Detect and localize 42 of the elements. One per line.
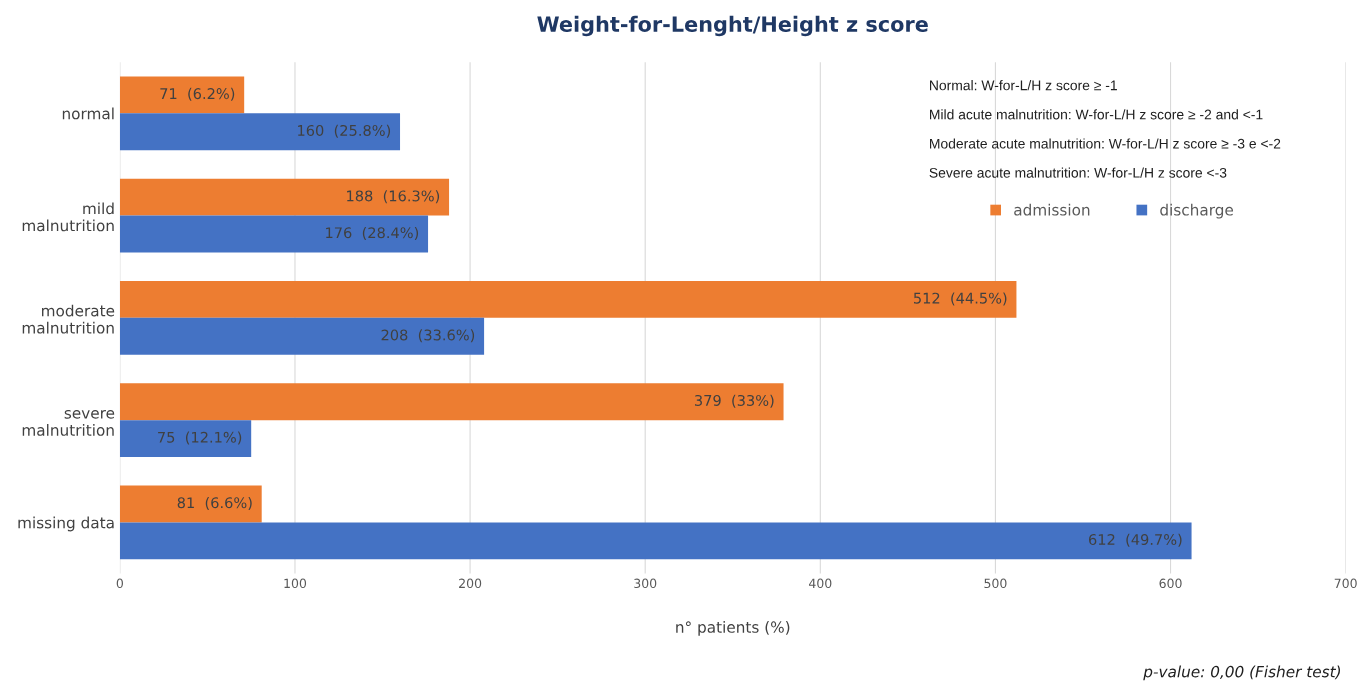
data-label: 379 (33%) [695,394,774,408]
bar [119,485,262,523]
chart-title: Weight-for-Lenght/Height z score [537,15,928,37]
data-label: 512 (44.5%) [914,292,1007,306]
x-axis-title: n° patients (%) [676,621,790,636]
y-tick-label: moderate malnutrition [22,304,115,334]
x-tick-label: 0 [116,578,123,589]
y-tick-label: missing data [18,516,114,532]
bar [119,281,1017,318]
bar [119,420,252,457]
legend-label: admission [1014,203,1090,216]
bar [119,522,1192,560]
bar [119,178,450,216]
x-tick-label: 200 [459,578,482,589]
bar [119,383,784,421]
x-tick-label: 400 [808,578,832,589]
bar [119,76,245,114]
x-tick-label: 300 [634,578,657,589]
data-label: 160 (25.8%) [298,124,391,138]
data-label: 188 (16.3%) [347,190,440,204]
data-label: 208 (33.6%) [381,329,475,343]
bar [119,113,401,151]
x-tick-label: 600 [1159,578,1182,589]
text: p-value: 0,00 (Fisher test) [1143,665,1341,681]
bar [119,317,485,355]
data-label: 81 (6.6%) [177,496,252,510]
data-label: 612 (49.7%) [1089,533,1182,547]
legend-label: discharge [1160,203,1234,219]
data-label: 71 (6.2%) [160,87,235,101]
annotation: Severe acute malnutrition: W-for-L/H z score <-3 [929,167,1227,178]
annotation: Moderate acute malnutrition: W-for-L/H z score ≥ -3 e <-2 [930,138,1281,149]
x-tick-label: 500 [984,578,1007,589]
bar [119,215,429,253]
annotation: Mild acute malnutrition: W-for-L/H z score ≥ -2 and <-1 [930,109,1263,120]
y-tick-label: severe malnutrition [22,409,115,436]
data-label: 75 (12.1%) [158,431,242,445]
data-label: 176 (28.4%) [326,226,419,240]
y-tick-label: normal [62,107,114,120]
annotation: Normal: W-for-L/H z score ≥ -1 [930,80,1117,91]
x-tick-label: 100 [284,578,307,589]
x-tick-label: 700 [1334,578,1357,589]
y-tick-label: mild malnutrition [22,202,114,232]
